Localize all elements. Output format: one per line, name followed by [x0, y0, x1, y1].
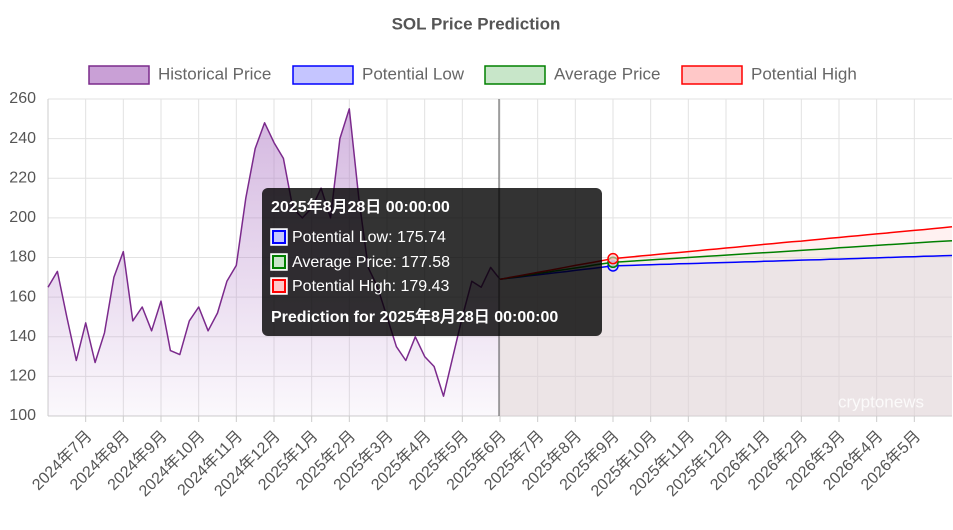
legend-swatch [484, 65, 546, 85]
tooltip-swatch [272, 279, 286, 293]
y-tick-label: 140 [9, 328, 36, 345]
legend-swatch [681, 65, 743, 85]
y-tick-label: 240 [9, 130, 36, 147]
tooltip-line: Potential Low: 175.74 [292, 229, 446, 246]
legend: Historical Price Potential Low Average Pri… [88, 64, 857, 85]
chart-title: SOL Price Prediction [392, 14, 561, 33]
y-tick-label: 220 [9, 169, 36, 186]
markers [607, 252, 619, 272]
area [500, 240, 952, 416]
area [500, 226, 952, 416]
series-line [47, 108, 501, 397]
y-tick-label: 120 [9, 368, 36, 385]
legend-label: Historical Price [158, 64, 271, 83]
legend-label: Potential Low [362, 64, 465, 83]
tooltip-line: Average Price: 177.58 [292, 254, 450, 271]
watermark: cryptonews [838, 392, 924, 411]
legend-swatch [88, 65, 150, 85]
tooltip-line: Potential High: 179.43 [292, 278, 450, 295]
legend-label: Average Price [554, 64, 660, 83]
tooltip-swatch [270, 277, 288, 295]
tooltip-swatch [272, 255, 286, 269]
tooltip-footer: Prediction for 2025年8月28日 00:00:00 [271, 307, 558, 326]
area [500, 255, 952, 416]
y-tick-label: 100 [9, 407, 36, 424]
legend-label: Potential High [751, 64, 857, 83]
y-tick-label: 180 [9, 249, 36, 266]
tooltip-swatch [270, 228, 288, 246]
tooltip-swatch [272, 230, 286, 244]
tooltip: 2025年8月28日 00:00:00 Potential Low: 175.7… [262, 188, 602, 336]
hover-point [607, 252, 619, 265]
tooltip-swatch [270, 253, 288, 271]
y-tick-label: 200 [9, 209, 36, 226]
tooltip-box [262, 188, 602, 336]
tooltip-title: 2025年8月28日 00:00:00 [271, 197, 450, 216]
legend-swatch [292, 65, 354, 85]
y-tick-label: 160 [9, 288, 36, 305]
y-tick-label: 260 [9, 90, 36, 107]
